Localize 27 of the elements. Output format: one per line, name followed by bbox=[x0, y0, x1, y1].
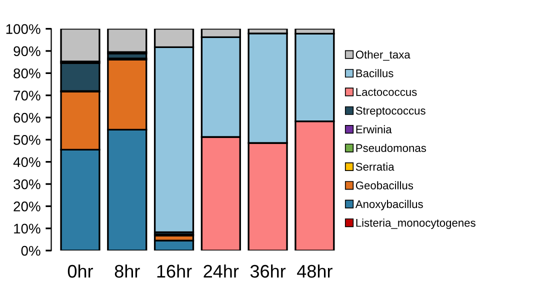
y-tick-label: 40% bbox=[13, 157, 40, 168]
y-tick-label: 20% bbox=[14, 202, 40, 212]
legend-label: Other_taxa bbox=[356, 50, 410, 61]
y-tick-label: 30% bbox=[14, 179, 40, 190]
legend-label: Geobacillus bbox=[356, 181, 414, 190]
y-tick-label: 10% bbox=[14, 224, 40, 234]
legend-label: Serratia bbox=[356, 162, 394, 171]
x-tick-label: 36hr bbox=[250, 264, 286, 278]
y-tick-label: 80% bbox=[14, 68, 40, 78]
legend-label: Erwinia bbox=[356, 125, 392, 134]
x-tick-label: 16hr bbox=[157, 264, 192, 278]
y-tick-label: 60% bbox=[14, 112, 40, 123]
x-tick-label: 24hr bbox=[204, 264, 239, 278]
y-tick-label: 70% bbox=[14, 90, 40, 100]
legend-label: Listeria_monocytogenes bbox=[356, 218, 476, 229]
x-tick-label: 0hr bbox=[68, 264, 93, 278]
legend-label: Pseudomonas bbox=[356, 144, 426, 152]
legend-label: Lactococcus bbox=[356, 88, 417, 96]
y-tick-label: 90% bbox=[14, 46, 40, 56]
legend-label: Bacillus bbox=[356, 69, 394, 78]
y-tick-label: 50% bbox=[14, 135, 40, 145]
y-tick-label: 0% bbox=[21, 246, 40, 256]
y-tick-label: 100% bbox=[6, 24, 40, 34]
x-tick-label: 8hr bbox=[114, 264, 140, 278]
legend-label: Anoxybacillus bbox=[355, 200, 423, 210]
x-tick-label: 48hr bbox=[297, 264, 332, 278]
legend-label: Streptococcus bbox=[356, 106, 426, 117]
